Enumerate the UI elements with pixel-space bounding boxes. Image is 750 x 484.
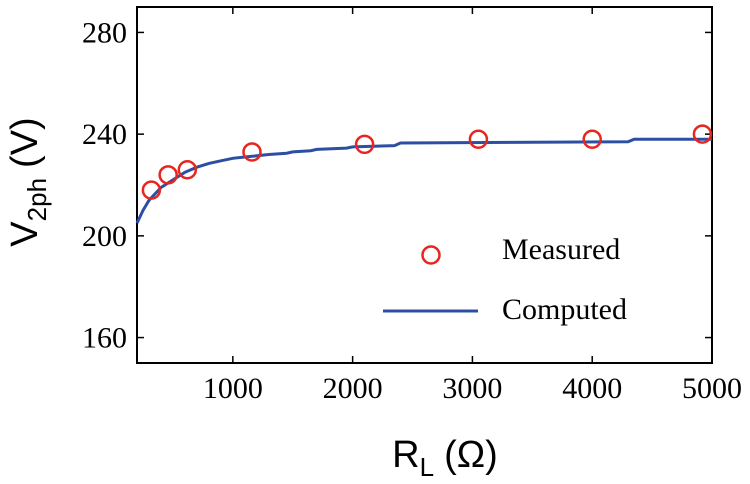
measured-point	[468, 129, 489, 149]
y-axis-ticks: 160 200 240 280	[82, 16, 712, 355]
y-tick-label: 160	[82, 322, 127, 355]
x-axis-ticks: 1000 2000 3000 4000 5000	[203, 7, 742, 405]
plot-frame	[136, 6, 713, 364]
legend-measured-label: Measured	[502, 233, 620, 266]
legend-computed-label: Computed	[502, 293, 627, 326]
measured-point	[354, 134, 375, 155]
measured-point	[177, 159, 198, 180]
x-tick-label: 1000	[203, 372, 263, 405]
plot-area	[136, 6, 713, 364]
x-tick-label: 3000	[442, 372, 502, 405]
measured-point	[141, 180, 162, 200]
y-axis-title: V2ph(V)	[4, 117, 52, 246]
measured-point	[242, 142, 262, 162]
x-tick-label: 5000	[682, 372, 742, 405]
x-tick-label: 4000	[562, 372, 622, 405]
measured-point	[582, 129, 602, 149]
measured-point	[158, 165, 178, 185]
x-axis-title: RL (Ω)	[392, 434, 498, 482]
legend: Measured Computed	[383, 233, 627, 326]
y-tick-label: 200	[82, 220, 127, 253]
measured-point	[692, 124, 713, 144]
y-tick-label: 240	[82, 118, 127, 151]
legend-measured-marker	[421, 245, 441, 265]
y-tick-label: 280	[82, 16, 127, 49]
computed-line	[135, 137, 712, 224]
x-tick-label: 2000	[323, 372, 383, 405]
series-layer	[135, 124, 713, 224]
